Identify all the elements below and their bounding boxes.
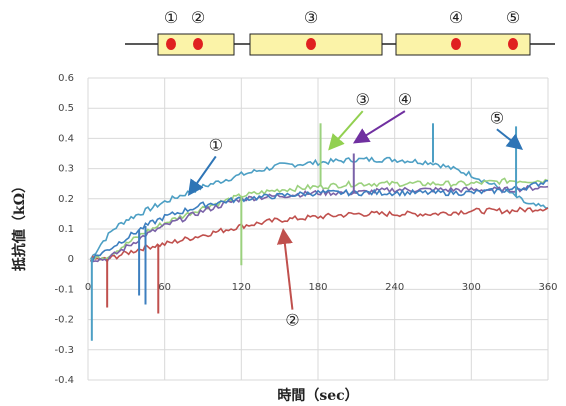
annotation-label-1: ①: [209, 135, 223, 154]
x-tick-label-4: 240: [385, 282, 404, 293]
y-tick-label-0: -0.4: [54, 375, 74, 386]
annotation-label-5: ⑤: [490, 108, 504, 127]
x-tick-label-1: 60: [158, 282, 171, 293]
sensor-label-1: ①: [164, 8, 178, 27]
annotation-arrow-3: [328, 110, 364, 151]
y-tick-label-4: 0: [68, 254, 74, 265]
sensor-dot-4: [451, 38, 461, 50]
sensor-dot-1: [166, 38, 176, 50]
x-axis-title: 時間（sec）: [277, 387, 358, 404]
series-lines: [89, 123, 549, 341]
y-tick-label-7: 0.3: [58, 164, 74, 175]
y-tick-label-3: -0.1: [54, 284, 74, 295]
sensor-label-2: ②: [191, 8, 205, 27]
sensor-label-4: ④: [449, 8, 463, 27]
y-tick-label-8: 0.4: [58, 133, 74, 144]
y-tick-label-10: 0.6: [58, 73, 74, 84]
y-tick-label-6: 0.2: [58, 194, 74, 205]
annotation-label-2: ②: [285, 311, 299, 330]
annotation-arrow-1: [187, 155, 217, 197]
annotation-arrow-2: [276, 228, 294, 310]
x-tick-label-0: 0: [85, 282, 91, 293]
series-line-1: [89, 156, 549, 260]
annotation-label-4: ④: [398, 90, 412, 109]
y-tick-label-9: 0.5: [58, 103, 74, 114]
chart-grid: [87, 77, 549, 381]
x-tick-label-2: 120: [232, 282, 251, 293]
sensor-dot-5: [508, 38, 518, 50]
sensor-dot-2: [193, 38, 203, 50]
x-tick-label-5: 300: [462, 282, 481, 293]
diagram-segment-3: [395, 33, 531, 56]
y-tick-label-5: 0.1: [58, 224, 74, 235]
sensor-label-5: ⑤: [506, 8, 520, 27]
y-tick-label-1: -0.3: [54, 345, 74, 356]
series-line-5: [90, 179, 549, 262]
x-tick-label-6: 360: [538, 282, 557, 293]
x-tick-label-3: 180: [308, 282, 327, 293]
annotation-label-3: ③: [356, 90, 370, 109]
annotation-arrow-4: [352, 110, 406, 144]
sensor-dot-3: [306, 38, 316, 50]
series-line-2: [89, 206, 549, 262]
annotations: ① ② ③ ④ ⑤: [187, 90, 524, 330]
diagram-segment-2: [249, 33, 383, 56]
sensor-label-3: ③: [304, 8, 318, 27]
y-axis-title: 抵抗値（kΩ）: [11, 179, 28, 271]
annotation-arrow-5: [496, 128, 524, 150]
tick-labels: -0.4 -0.3 -0.2 -0.1 0 0.1 0.2 0.3 0.4 0.5 0.6 0 60 12…: [54, 73, 557, 386]
y-tick-label-2: -0.2: [54, 315, 74, 326]
